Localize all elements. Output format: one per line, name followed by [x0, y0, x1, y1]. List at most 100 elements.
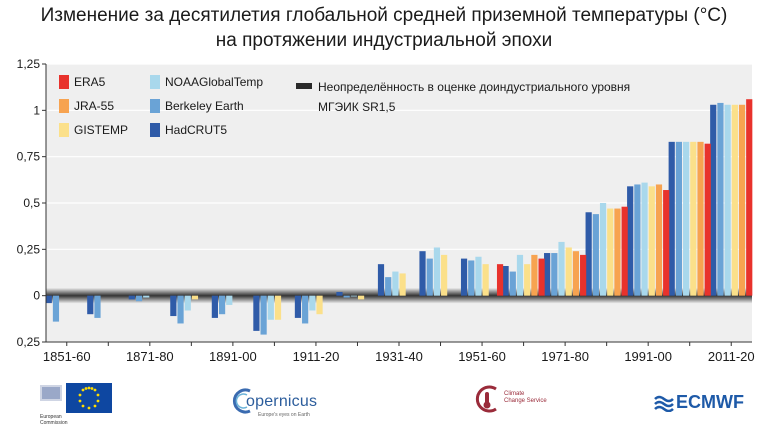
bar-jra-55	[614, 208, 621, 296]
bar-berkeley-earth	[52, 295, 60, 322]
bar-berkeley-earth	[260, 295, 267, 335]
x-tick-label: 2011-20	[708, 349, 755, 364]
eu-building-icon	[40, 383, 112, 413]
bar-berkeley-earth	[551, 253, 558, 296]
bar-era5	[704, 143, 711, 296]
bar-gistemp	[690, 141, 697, 296]
bar-hadcrut5	[460, 258, 468, 296]
bar-berkeley-earth	[592, 214, 599, 296]
bar-berkeley-earth	[135, 295, 143, 302]
bar-gistemp	[524, 264, 531, 296]
c3s-label-2: Change Service	[504, 398, 547, 404]
legend-swatch	[150, 123, 160, 137]
bar-noaaglobaltemp	[392, 271, 399, 296]
bar-hadcrut5	[627, 186, 634, 296]
legend-label: GISTEMP	[74, 123, 128, 137]
bar-hadcrut5	[170, 295, 177, 317]
y-tick-label: 1,25	[17, 57, 41, 71]
c3s-label-1: Climate	[504, 391, 525, 397]
chart-title-line-1: Изменение за десятилетия глобальной сред…	[40, 5, 728, 26]
chart-title-line-2: на протяжении индустриальной эпохи	[215, 30, 553, 51]
bar-era5	[580, 254, 587, 296]
bar-gistemp	[482, 264, 489, 296]
legend-band-label-2: МГЭИК SR1,5	[318, 100, 396, 114]
bar-gistemp	[731, 104, 738, 296]
bar-hadcrut5	[710, 104, 717, 296]
x-tick-label: 1971-80	[541, 349, 589, 364]
bar-berkeley-earth	[218, 295, 226, 315]
x-tick-label: 1871-80	[126, 349, 174, 364]
bar-berkeley-earth	[468, 260, 475, 296]
bar-berkeley-earth	[385, 277, 392, 296]
bar-noaaglobaltemp	[724, 104, 731, 296]
x-tick-label: 1851-60	[43, 349, 91, 364]
y-tick-label: 0	[33, 289, 40, 303]
bar-berkeley-earth	[302, 295, 309, 324]
bar-gistemp	[191, 295, 199, 300]
bar-hadcrut5	[336, 291, 343, 296]
bar-hadcrut5	[211, 295, 218, 318]
bar-hadcrut5	[585, 212, 592, 296]
x-tick-label: 1891-00	[209, 349, 257, 364]
bar-jra-55	[697, 141, 704, 296]
c3s-logo: Climate Change Service	[474, 384, 564, 420]
bar-gistemp	[357, 295, 365, 300]
bar-noaaglobaltemp	[683, 141, 690, 296]
bar-hadcrut5	[668, 141, 675, 296]
copernicus-wordmark: opernicus	[246, 393, 318, 410]
bar-era5	[538, 258, 545, 296]
y-tick-label: 0,75	[17, 150, 41, 164]
copernicus-c-icon	[232, 388, 251, 414]
bar-noaaglobaltemp	[558, 241, 565, 296]
bar-hadcrut5	[294, 295, 302, 318]
bar-noaaglobaltemp	[267, 295, 274, 320]
bar-gistemp	[399, 273, 406, 296]
bar-jra-55	[572, 251, 580, 296]
legend: ERA5 JRA-55 GISTEMP NOAAGlobalTemp Berkeley …	[59, 75, 630, 137]
bar-hadcrut5	[128, 295, 135, 300]
bar-berkeley-earth	[177, 295, 184, 324]
bar-hadcrut5	[253, 295, 260, 331]
y-tick-label: 0,5	[23, 196, 40, 210]
bar-jra-55	[738, 104, 746, 296]
y-tick-label: 0,25	[17, 242, 41, 256]
bar-noaaglobaltemp	[309, 295, 316, 311]
bar-noaaglobaltemp	[641, 182, 648, 296]
legend-label: Berkeley Earth	[165, 99, 244, 113]
legend-swatch	[59, 99, 69, 113]
legend-swatch	[59, 123, 69, 137]
bar-hadcrut5	[377, 264, 385, 296]
bar-jra-55	[655, 184, 663, 296]
bar-hadcrut5	[544, 253, 551, 296]
bar-gistemp	[607, 208, 614, 296]
bar-gistemp	[648, 186, 655, 296]
bar-gistemp	[565, 247, 572, 296]
bar-berkeley-earth	[426, 258, 433, 296]
copernicus-tagline: Europe's eyes on Earth	[258, 412, 310, 418]
copernicus-logo: opernicus Europe's eyes on Earth	[232, 386, 332, 420]
bar-noaaglobaltemp	[475, 256, 482, 296]
legend-label: JRA-55	[74, 99, 114, 113]
bar-hadcrut5	[502, 266, 509, 296]
bar-hadcrut5	[87, 295, 94, 315]
x-tick-label: 1991-00	[624, 349, 672, 364]
bar-noaaglobaltemp	[433, 247, 441, 296]
bar-noaaglobaltemp	[226, 295, 233, 305]
bar-hadcrut5	[45, 295, 52, 304]
x-tick-label: 1951-60	[458, 349, 506, 364]
bar-era5	[663, 190, 670, 296]
bar-era5	[621, 206, 628, 296]
bar-berkeley-earth	[94, 295, 101, 318]
legend-swatch	[59, 75, 69, 89]
bar-era5	[496, 264, 504, 296]
bar-gistemp	[441, 254, 448, 296]
bar-era5	[746, 99, 753, 296]
legend-band-label-1: Неопределённость в оценке доиндустриальн…	[318, 80, 630, 94]
eu-commission-logo: European Commission	[38, 383, 138, 427]
legend-band-swatch	[296, 83, 312, 89]
y-tick-label: 1	[33, 103, 40, 117]
bar-noaaglobaltemp	[350, 295, 357, 297]
x-tick-label: 1931-40	[375, 349, 423, 364]
bar-noaaglobaltemp	[184, 295, 191, 311]
eu-label-2: Commission	[40, 420, 68, 426]
